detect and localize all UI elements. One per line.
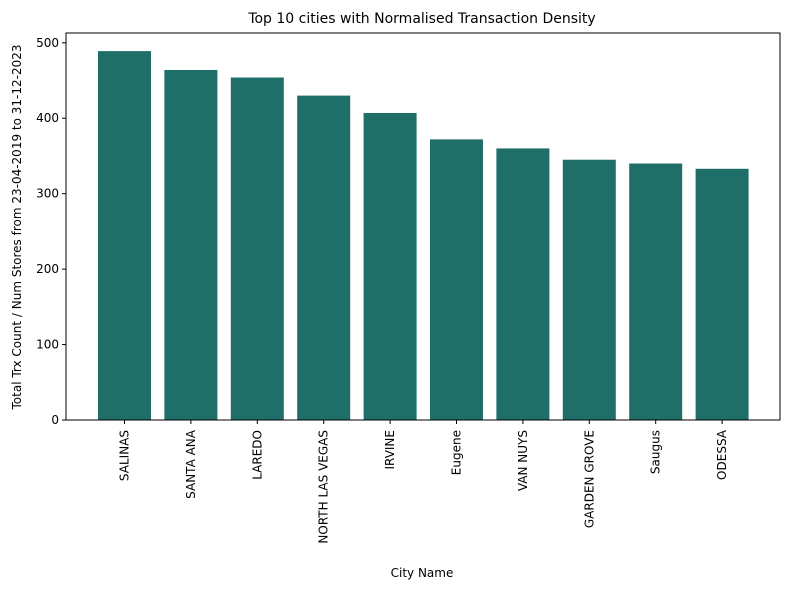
y-tick-label: 500 bbox=[36, 36, 59, 50]
x-tick-label: IRVINE bbox=[383, 430, 397, 470]
x-tick-label: Saugus bbox=[649, 430, 663, 474]
bar bbox=[496, 148, 550, 420]
bar bbox=[230, 77, 284, 420]
bar bbox=[695, 168, 749, 420]
bar bbox=[562, 159, 616, 420]
y-tick-label: 400 bbox=[36, 111, 59, 125]
x-tick-label: SALINAS bbox=[118, 430, 132, 481]
x-tick-label: SANTA ANA bbox=[184, 429, 198, 499]
y-axis-label: Total Trx Count / Num Stores from 23-04-… bbox=[10, 44, 24, 410]
bar bbox=[363, 112, 417, 421]
chart-title: Top 10 cities with Normalised Transactio… bbox=[247, 11, 595, 27]
x-tick-label: GARDEN GROVE bbox=[582, 430, 596, 528]
bar bbox=[164, 69, 218, 421]
y-tick-label: 0 bbox=[51, 413, 59, 427]
y-tick-label: 100 bbox=[36, 338, 59, 352]
y-tick-label: 200 bbox=[36, 262, 59, 276]
bar bbox=[98, 51, 151, 421]
y-tick-label: 300 bbox=[36, 187, 59, 201]
plot-area: 0 100 200 300 400 500 SALINAS SANTA ANA LAREDO NO… bbox=[36, 32, 781, 544]
bar bbox=[297, 95, 351, 420]
x-tick-label: Eugene bbox=[450, 430, 464, 475]
bar bbox=[430, 139, 483, 421]
plot-frame bbox=[65, 32, 781, 421]
x-axis-label: City Name bbox=[391, 566, 454, 580]
x-tick-label: VAN NUYS bbox=[516, 430, 530, 491]
x-tick-label: NORTH LAS VEGAS bbox=[317, 430, 331, 544]
bar bbox=[629, 163, 683, 420]
x-tick-label: LAREDO bbox=[250, 430, 264, 480]
x-tick-label: ODESSA bbox=[715, 429, 729, 480]
